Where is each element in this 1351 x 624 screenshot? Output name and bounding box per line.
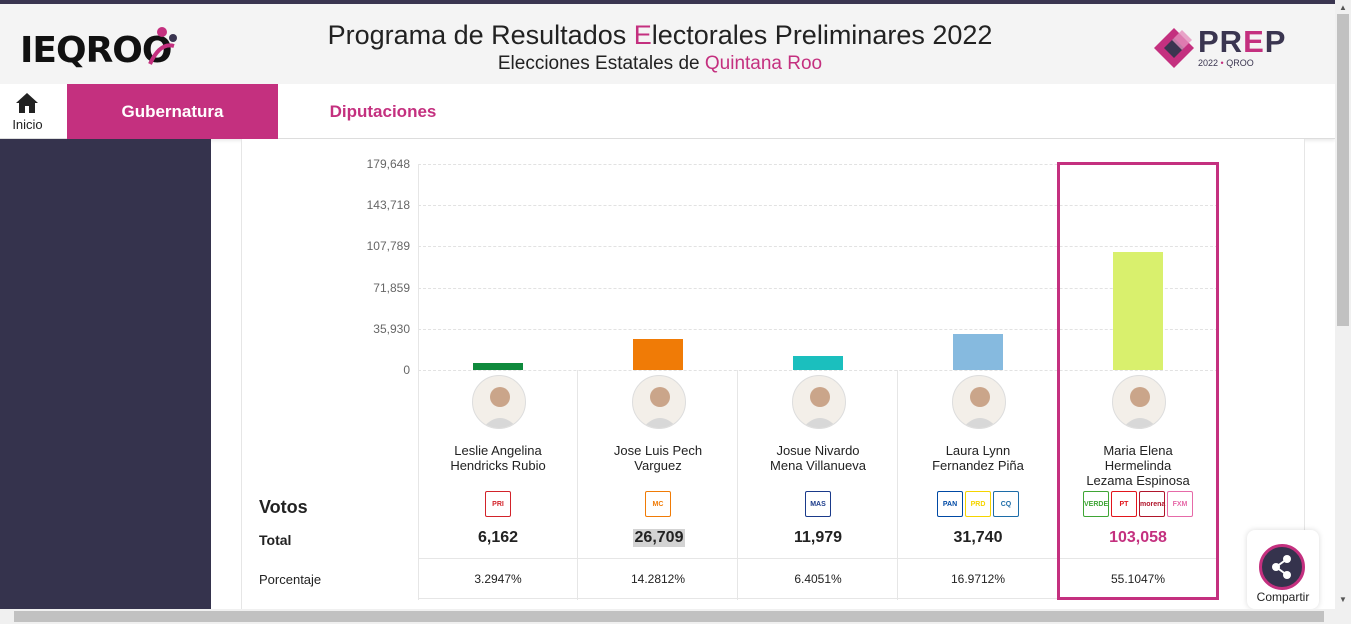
total-label: Total <box>259 532 292 548</box>
site-header: IEQROO Programa de Resultados Electorale… <box>0 4 1335 84</box>
bar-3[interactable] <box>793 356 843 370</box>
gridline <box>418 287 1218 289</box>
winner-highlight <box>1057 162 1219 600</box>
gridline <box>418 328 1218 330</box>
share-icon <box>1272 555 1291 579</box>
tab-diputaciones[interactable]: Diputaciones <box>329 102 437 121</box>
bar-2[interactable] <box>633 339 683 370</box>
porcentaje-label: Porcentaje <box>259 572 322 587</box>
candidate-percentage: 16.9712% <box>950 572 1006 586</box>
y-tick-label: 0 <box>403 363 410 377</box>
y-tick-label: 35,930 <box>373 321 410 336</box>
gridline <box>418 370 1218 371</box>
share-label: Compartir <box>1256 590 1310 604</box>
vertical-scroll-thumb[interactable] <box>1337 14 1349 326</box>
candidate-percentage: 55.1047% <box>1110 572 1166 586</box>
y-tick-label: 107,789 <box>366 239 410 254</box>
tab-gubernatura[interactable]: Gubernatura <box>67 84 278 139</box>
party-logo-icon: PAN <box>937 491 963 517</box>
top-link-fragment <box>312 0 400 4</box>
prep-subtext: 2022 • QROO <box>1198 58 1254 68</box>
page-title: Programa de Resultados Electorales Preli… <box>327 20 993 50</box>
candidate-votes: 26,709 <box>633 529 685 547</box>
candidate-photo <box>792 375 846 429</box>
candidate-column: Jose Luis Pech Varguez MC 26,709 14.2812% <box>578 370 738 600</box>
horizontal-scroll-thumb[interactable] <box>14 611 1324 622</box>
party-logo-icon: MAS <box>805 491 831 517</box>
share-widget[interactable]: Compartir <box>1247 530 1319 609</box>
person-icon <box>482 387 518 428</box>
party-logos: VERDE PT morena FXM <box>1058 491 1218 519</box>
prep-wordmark: PREP <box>1198 24 1287 59</box>
bar-5[interactable] <box>1113 251 1163 370</box>
party-logo-icon: MC <box>645 491 671 517</box>
person-icon <box>642 387 678 428</box>
party-logo-icon: FXM <box>1167 491 1193 517</box>
y-axis-line <box>418 164 419 600</box>
candidate-photo <box>632 375 686 429</box>
scroll-down-icon[interactable]: ▼ <box>1339 595 1347 604</box>
prep-logo: PREP 2022 • QROO <box>1152 24 1302 74</box>
candidate-name: Laura Lynn Fernandez Piña <box>932 443 1024 473</box>
person-icon <box>962 387 998 428</box>
prep-diamond-icon <box>1154 28 1194 68</box>
candidate-name: Maria Elena Hermelinda Lezama Espinosa <box>1086 443 1190 488</box>
scroll-up-icon[interactable]: ▲ <box>1339 3 1347 12</box>
y-tick-label: 71,859 <box>373 280 410 295</box>
vertical-scrollbar[interactable]: ▲ ▼ <box>1335 0 1351 609</box>
gridline <box>418 205 1218 207</box>
row-divider <box>418 598 1218 599</box>
party-logos: PAN PRD CQ <box>898 491 1058 519</box>
person-icon <box>1122 387 1158 428</box>
candidate-votes: 6,162 <box>477 529 519 546</box>
party-logos: MC <box>578 491 738 519</box>
top-strip <box>0 0 1335 4</box>
y-tick-label: 143,718 <box>366 198 410 213</box>
party-logo-icon: PRI <box>485 491 511 517</box>
candidate-name: Josue Nivardo Mena Villanueva <box>770 443 866 473</box>
candidate-votes: 11,979 <box>793 529 843 546</box>
candidate-column: Leslie Angelina Hendricks Rubio PRI 6,162 3.… <box>418 370 578 600</box>
party-logo-icon: morena <box>1139 491 1165 517</box>
party-logo-icon: VERDE <box>1083 491 1109 517</box>
candidate-percentage: 14.2812% <box>630 572 686 586</box>
home-button[interactable]: Inicio <box>0 84 55 139</box>
row-divider <box>418 558 1218 559</box>
candidate-photo <box>472 375 526 429</box>
sidebar <box>0 139 211 609</box>
logo-text: IEQROO <box>20 30 173 71</box>
votos-heading: Votos <box>259 497 308 517</box>
candidate-name: Leslie Angelina Hendricks Rubio <box>450 443 546 473</box>
party-logos: PRI <box>418 491 578 519</box>
candidate-column: Laura Lynn Fernandez Piña PAN PRD CQ 31,740 16… <box>898 370 1058 600</box>
main-nav: Inicio Gubernatura Diputaciones <box>0 84 1335 139</box>
candidate-photo <box>952 375 1006 429</box>
candidate-name: Jose Luis Pech Varguez <box>613 443 703 473</box>
y-tick-label: 179,648 <box>366 157 410 171</box>
ieqroo-logo[interactable]: IEQROO <box>20 30 173 71</box>
bar-4[interactable] <box>953 333 1003 370</box>
share-button[interactable] <box>1259 544 1305 590</box>
party-logo-icon: PT <box>1111 491 1137 517</box>
home-icon <box>16 93 38 113</box>
gridline <box>418 164 1218 165</box>
candidate-column: Maria Elena Hermelinda Lezama Espinosa VERD… <box>1058 370 1218 600</box>
candidate-votes: 103,058 <box>1109 529 1167 546</box>
horizontal-scrollbar[interactable] <box>0 609 1351 624</box>
candidate-column: Josue Nivardo Mena Villanueva MAS 11,979 6.4… <box>738 370 898 600</box>
candidate-percentage: 3.2947% <box>474 572 522 586</box>
person-icon <box>802 387 838 428</box>
gridline <box>418 246 1218 248</box>
candidate-votes: 31,740 <box>953 529 1003 546</box>
party-logos: MAS <box>738 491 898 519</box>
party-logo-icon: CQ <box>993 491 1019 517</box>
bar-1[interactable] <box>473 362 523 370</box>
page-subtitle: Elecciones Estatales de Quintana Roo <box>497 53 823 74</box>
party-logo-icon: PRD <box>965 491 991 517</box>
home-label: Inicio <box>12 117 43 132</box>
candidate-photo <box>1112 375 1166 429</box>
candidate-percentage: 6.4051% <box>794 572 842 586</box>
logo-figures-icon <box>148 27 177 65</box>
